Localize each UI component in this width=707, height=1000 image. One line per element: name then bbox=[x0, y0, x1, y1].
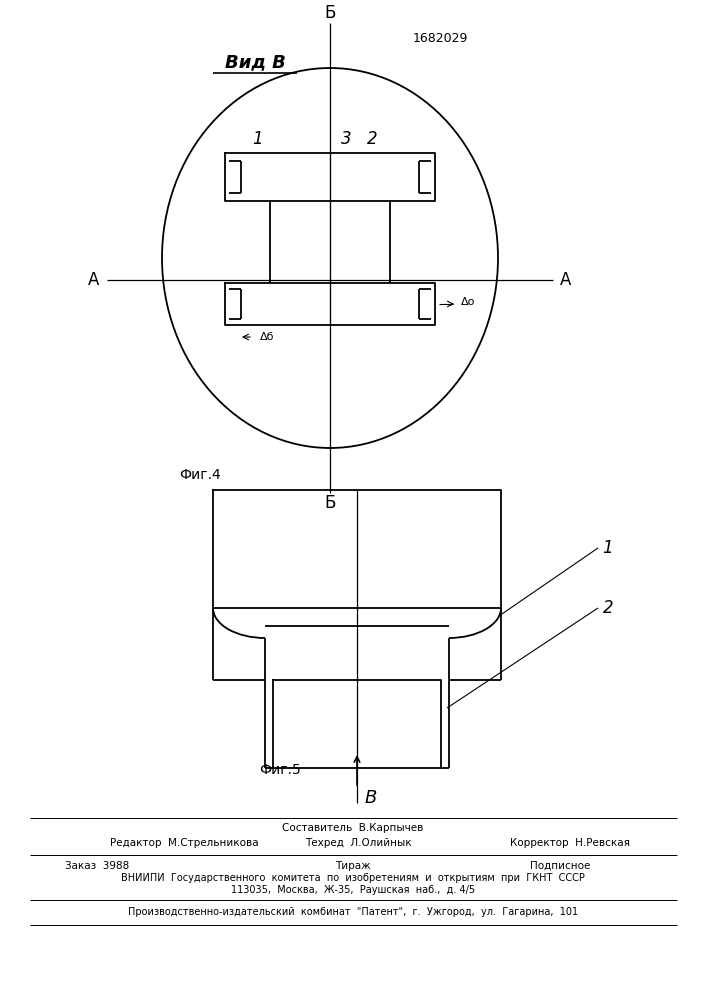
Text: Фиг.4: Фиг.4 bbox=[179, 468, 221, 482]
Text: Техред  Л.Олийнык: Техред Л.Олийнык bbox=[305, 838, 411, 848]
Text: 1: 1 bbox=[602, 539, 613, 557]
Text: ВНИИПИ  Государственного  комитета  по  изобретениям  и  открытиям  при  ГКНТ  С: ВНИИПИ Государственного комитета по изоб… bbox=[121, 873, 585, 883]
Text: 113035,  Москва,  Ж-35,  Раушская  наб.,  д. 4/5: 113035, Москва, Ж-35, Раушская наб., д. … bbox=[231, 885, 475, 895]
Text: Заказ  3988: Заказ 3988 bbox=[65, 861, 129, 871]
Text: 1: 1 bbox=[252, 130, 263, 148]
Text: В: В bbox=[365, 789, 378, 807]
Text: Фиг.5: Фиг.5 bbox=[259, 763, 301, 777]
Text: Вид В: Вид В bbox=[225, 53, 286, 71]
Text: Б: Б bbox=[325, 494, 336, 512]
Text: Δо: Δо bbox=[461, 297, 475, 307]
Text: А: А bbox=[561, 271, 572, 289]
Text: Б: Б bbox=[325, 4, 336, 22]
Text: Производственно-издательский  комбинат  "Патент",  г.  Ужгород,  ул.  Гагарина, : Производственно-издательский комбинат "П… bbox=[128, 907, 578, 917]
Text: 2: 2 bbox=[367, 130, 378, 148]
Text: 1682029: 1682029 bbox=[412, 31, 468, 44]
Text: Тираж: Тираж bbox=[335, 861, 370, 871]
Text: Составитель  В.Карпычев: Составитель В.Карпычев bbox=[282, 823, 423, 833]
Text: Корректор  Н.Ревская: Корректор Н.Ревская bbox=[510, 838, 630, 848]
Text: Редактор  М.Стрельникова: Редактор М.Стрельникова bbox=[110, 838, 259, 848]
Text: 2: 2 bbox=[602, 599, 613, 617]
Text: А: А bbox=[88, 271, 100, 289]
Text: 3: 3 bbox=[341, 130, 351, 148]
Text: Δб: Δб bbox=[259, 332, 274, 342]
Text: Подписное: Подписное bbox=[530, 861, 590, 871]
